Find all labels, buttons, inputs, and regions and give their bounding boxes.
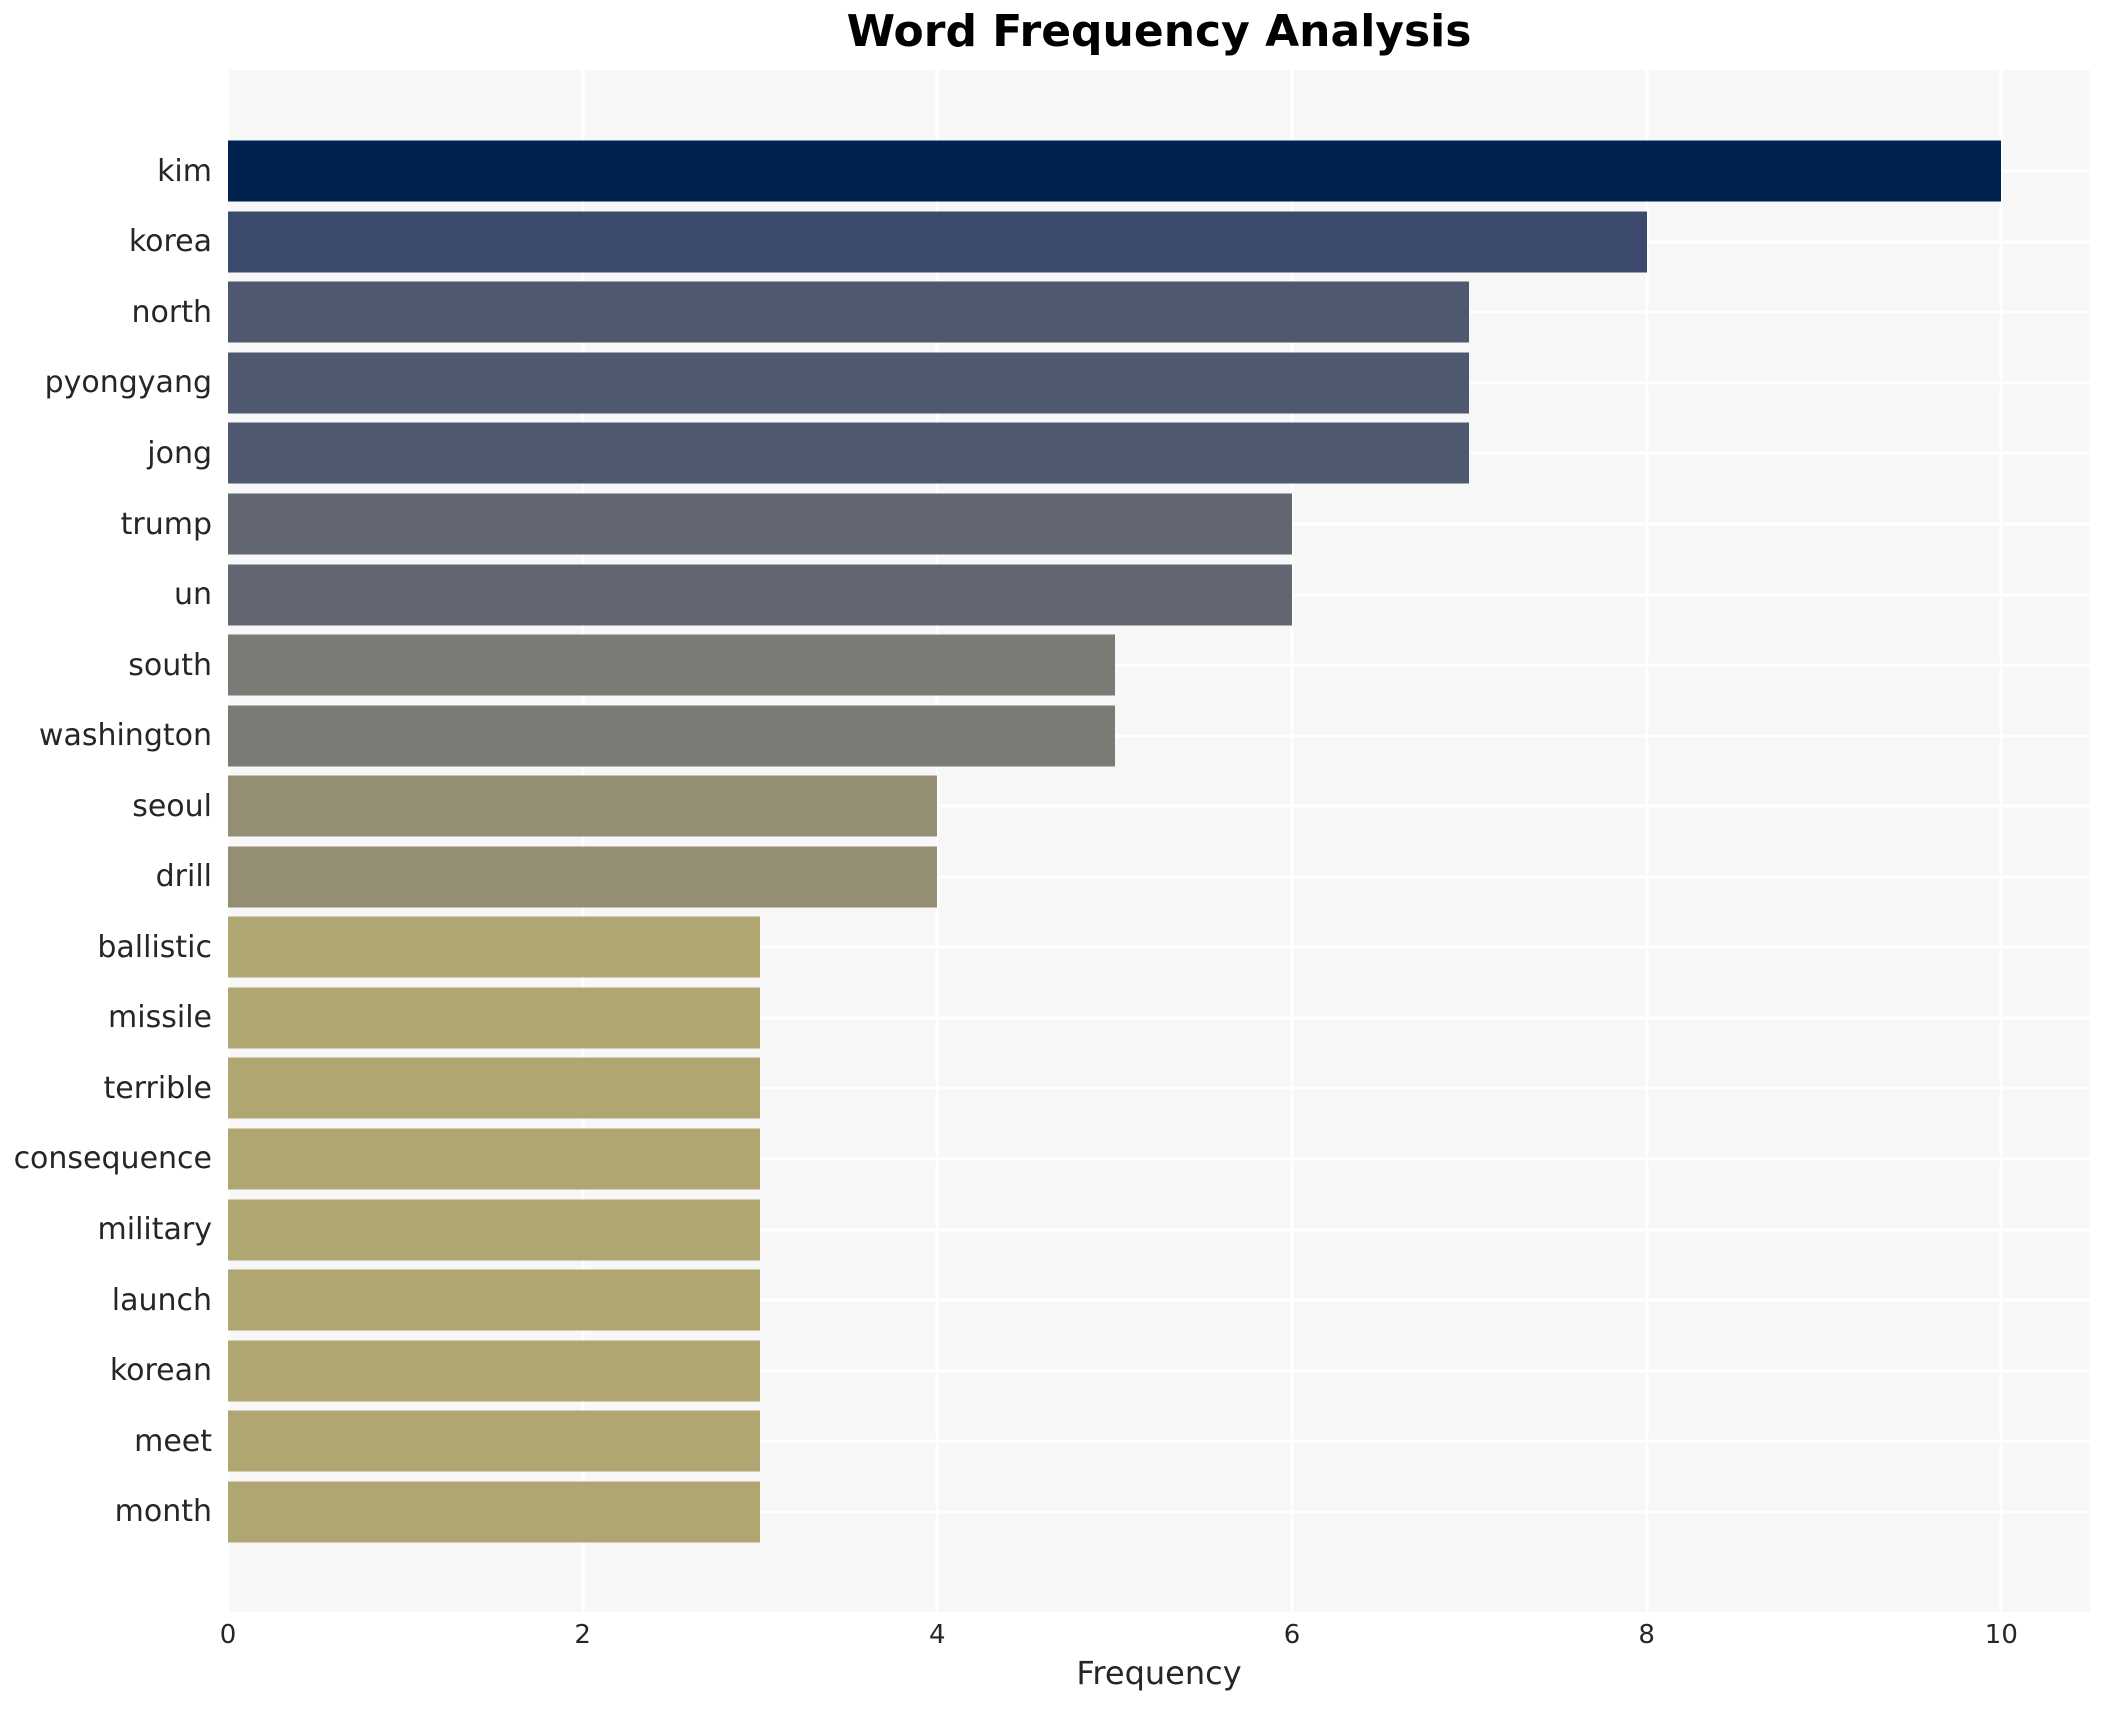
frequency-bar xyxy=(228,1340,760,1402)
y-axis-label: military xyxy=(97,1212,212,1248)
x-tick-label: 8 xyxy=(1638,1620,1655,1650)
frequency-bar xyxy=(228,705,1115,767)
y-axis-label: meet xyxy=(134,1423,212,1459)
y-gridline xyxy=(228,1016,2090,1020)
x-gridline xyxy=(581,70,585,1612)
y-axis-label: launch xyxy=(111,1282,212,1318)
y-axis-label: north xyxy=(131,294,212,330)
y-axis-label: drill xyxy=(155,859,212,895)
bar-row xyxy=(228,489,2090,560)
bar-row xyxy=(228,1265,2090,1336)
chart-title: Word Frequency Analysis xyxy=(846,6,1472,57)
y-axis-label: korean xyxy=(109,1353,212,1389)
y-gridline xyxy=(228,1439,2090,1443)
y-gridline xyxy=(228,804,2090,808)
bar-row xyxy=(228,1406,2090,1477)
y-gridline xyxy=(228,1086,2090,1090)
y-axis-label: terrible xyxy=(103,1070,212,1106)
bar-row xyxy=(228,559,2090,630)
bar-row xyxy=(228,912,2090,983)
frequency-bar xyxy=(228,1199,760,1261)
bar-row xyxy=(228,418,2090,489)
y-axis-labels: kim korea north pyongyang jong trump un south wa… xyxy=(0,70,218,1612)
bar-row xyxy=(228,983,2090,1054)
x-gridline xyxy=(935,70,939,1612)
y-gridline xyxy=(228,1510,2090,1514)
plot-area xyxy=(226,70,2090,1612)
y-axis-label: seoul xyxy=(132,788,212,824)
frequency-bar xyxy=(228,1481,760,1543)
bar-row xyxy=(228,1335,2090,1406)
bar-row xyxy=(228,1124,2090,1195)
y-gridline xyxy=(228,945,2090,949)
y-gridline xyxy=(228,1298,2090,1302)
bar-row xyxy=(228,771,2090,842)
frequency-bar xyxy=(228,987,760,1049)
y-axis-label: kim xyxy=(157,153,212,189)
bar-row xyxy=(228,1194,2090,1265)
y-gridline xyxy=(228,1228,2090,1232)
bar-row xyxy=(228,1476,2090,1547)
x-gridline xyxy=(1999,70,2003,1612)
y-axis-label: jong xyxy=(147,435,212,471)
y-axis-label: south xyxy=(128,647,212,683)
frequency-bar xyxy=(228,1269,760,1331)
frequency-bar xyxy=(228,846,938,908)
y-gridline xyxy=(228,1157,2090,1161)
y-gridline xyxy=(228,1369,2090,1373)
y-axis-label: un xyxy=(173,577,212,613)
y-gridline xyxy=(228,663,2090,667)
bar-row xyxy=(228,277,2090,348)
y-axis-label: washington xyxy=(38,718,212,754)
frequency-bar xyxy=(228,281,1470,343)
bar-row xyxy=(228,630,2090,701)
bar-row xyxy=(228,348,2090,419)
y-gridline xyxy=(228,734,2090,738)
frequency-bar xyxy=(228,775,938,837)
frequency-bar xyxy=(228,1057,760,1119)
frequency-bar xyxy=(228,1128,760,1190)
x-gridline xyxy=(226,70,230,1612)
x-gridline xyxy=(1290,70,1294,1612)
x-gridline xyxy=(1645,70,1649,1612)
frequency-bar xyxy=(228,211,1647,273)
frequency-bar xyxy=(228,352,1470,414)
bar-row xyxy=(228,842,2090,913)
x-tick-label: 0 xyxy=(219,1620,237,1650)
frequency-bar xyxy=(228,564,1292,626)
y-axis-label: consequence xyxy=(13,1141,212,1177)
y-axis-label: pyongyang xyxy=(44,365,212,401)
bar-row xyxy=(228,136,2090,207)
x-tick-label: 10 xyxy=(1984,1620,2018,1650)
y-axis-label: missile xyxy=(108,1000,212,1036)
y-axis-label: month xyxy=(114,1494,212,1530)
x-tick-label: 6 xyxy=(1283,1620,1301,1650)
bar-row xyxy=(228,700,2090,771)
x-axis-title: Frequency xyxy=(1076,1654,1242,1692)
y-axis-label: korea xyxy=(128,224,212,260)
frequency-bar xyxy=(228,422,1470,484)
frequency-bar xyxy=(228,140,2002,202)
bar-row xyxy=(228,1053,2090,1124)
bar-row xyxy=(228,207,2090,278)
y-gridline xyxy=(228,875,2090,879)
x-tick-label: 2 xyxy=(574,1620,591,1650)
y-axis-label: trump xyxy=(120,506,212,542)
frequency-bar xyxy=(228,634,1115,696)
x-tick-label: 4 xyxy=(929,1620,946,1650)
frequency-bar xyxy=(228,1410,760,1472)
y-axis-label: ballistic xyxy=(97,929,212,965)
frequency-bar xyxy=(228,493,1292,555)
frequency-bar xyxy=(228,916,760,978)
